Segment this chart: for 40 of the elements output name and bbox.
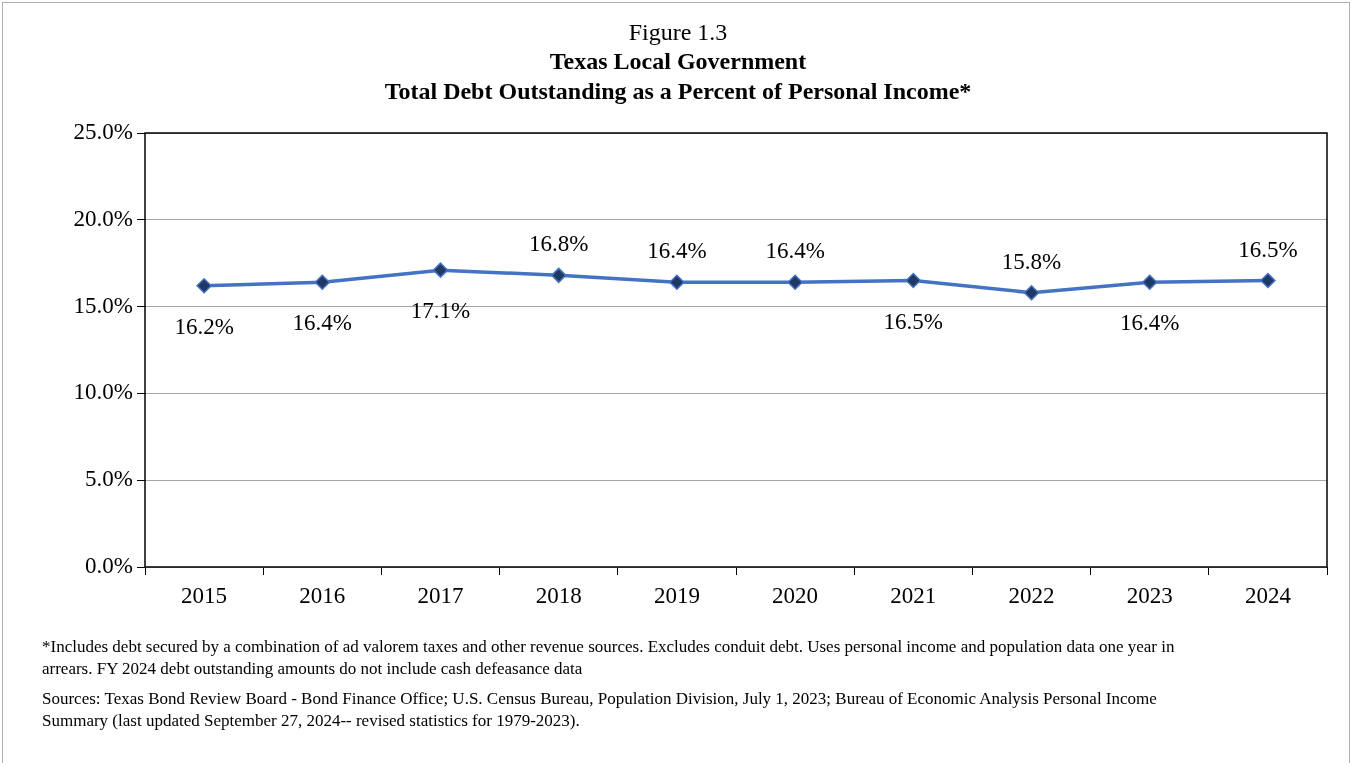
data-label: 16.8% [528, 231, 589, 257]
point [1141, 274, 1158, 291]
y-tick-label: 10.0% [73, 379, 133, 405]
y-tick-label: 5.0% [85, 466, 133, 492]
x-tick-label: 2022 [1008, 582, 1055, 608]
point [1260, 272, 1276, 289]
chart-title: Texas Local Government Total Debt Outstanding as a Percent of Personal Income* [383, 47, 973, 106]
point [314, 274, 331, 291]
data-label: 16.2% [174, 313, 234, 339]
point [669, 274, 685, 291]
y-tick-label: 25.0% [73, 119, 133, 145]
point [196, 278, 212, 294]
x-tick-label: 2019 [653, 582, 700, 608]
x-tick-label: 2021 [890, 582, 937, 608]
data-label: 16.4% [765, 238, 825, 264]
data-label: 15.8% [1001, 248, 1062, 274]
data-label: 16.4% [292, 310, 353, 336]
point [550, 267, 567, 284]
x-tick-label: 2020 [772, 582, 819, 608]
data-label: 17.1% [410, 298, 471, 324]
x-tick-label: 2015 [181, 582, 228, 608]
point [905, 272, 922, 289]
x-tick-label: 2016 [299, 582, 346, 608]
source-note: Sources: Texas Bond Review Board - Bond Finance Office; U.S. Census Bureau, Population Division, July 1, 2023; Bureau of Economic Analysis Personal Income Summary (last updated September 27, 2024-- revised statistics for 1979-2023). [42, 688, 1158, 732]
point [787, 274, 803, 291]
data-label: 16.4% [1119, 310, 1180, 336]
chart-subtitle: Figure 1.3 [627, 18, 729, 46]
x-tick-label: 2024 [1244, 582, 1292, 608]
y-tick-label: 15.0% [73, 292, 133, 318]
y-tick-label: 0.0% [85, 553, 133, 579]
data-label: 16.5% [883, 308, 944, 334]
x-tick-label: 2023 [1126, 582, 1173, 608]
x-tick-label: 2017 [417, 582, 464, 608]
point [1023, 284, 1040, 301]
x-tick-label: 2018 [535, 582, 582, 608]
point [432, 262, 449, 278]
data-label: 16.4% [647, 238, 707, 264]
text: *Includes debt secured by a combination of ad valorem taxes and other revenue sources. Excludes conduit debt. Uses personal income and population data one year in arrears. FY 2024 debt outstanding amounts do not include cash defeasance data [42, 636, 1176, 680]
y-tick-label: 20.0% [73, 205, 133, 231]
data-label: 16.5% [1238, 236, 1298, 262]
